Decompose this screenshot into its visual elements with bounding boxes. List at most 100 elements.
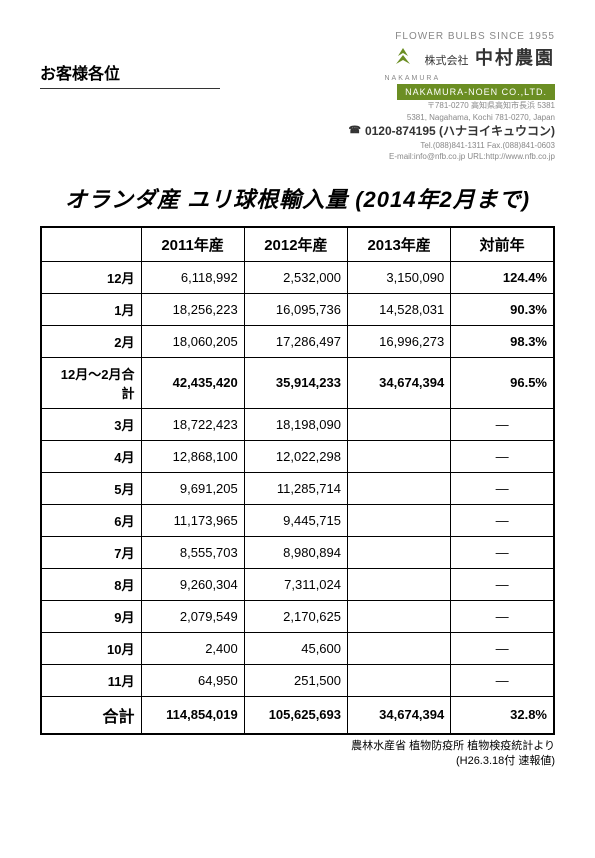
- cell-pct: ―: [451, 536, 554, 568]
- cell-value: 251,500: [244, 664, 347, 696]
- cell-month: 6月: [41, 504, 141, 536]
- cell-value: [348, 536, 451, 568]
- cell-value: 11,173,965: [141, 504, 244, 536]
- address-jp: 〒781-0270 高知県高知市長浜 5381: [348, 100, 555, 111]
- source-note: 農林水産省 植物防疫所 植物検疫統計より (H26.3.18付 速報値): [40, 739, 555, 770]
- header-underline: [40, 88, 220, 89]
- cell-pct: ―: [451, 504, 554, 536]
- cell-value: 16,095,736: [244, 293, 347, 325]
- table-header-row: 2011年産 2012年産 2013年産 対前年: [41, 227, 554, 262]
- cell-value: 64,950: [141, 664, 244, 696]
- col-header-month: [41, 227, 141, 262]
- cell-value: 2,532,000: [244, 261, 347, 293]
- cell-month: 1月: [41, 293, 141, 325]
- cell-month: 10月: [41, 632, 141, 664]
- cell-value: 18,256,223: [141, 293, 244, 325]
- cell-pct: ―: [451, 568, 554, 600]
- company-kk: 株式会社: [424, 55, 468, 67]
- cell-value: 9,691,205: [141, 472, 244, 504]
- cell-pct: ―: [451, 440, 554, 472]
- cell-value: [348, 568, 451, 600]
- cell-value: 7,311,024: [244, 568, 347, 600]
- company-name-row: 株式会社 中村農園: [348, 44, 555, 74]
- cell-month: 9月: [41, 600, 141, 632]
- cell-pct: ―: [451, 408, 554, 440]
- cell-value: 34,674,394: [348, 357, 451, 408]
- table-row: 9月2,079,5492,170,625―: [41, 600, 554, 632]
- table-row: 6月11,173,9659,445,715 ―: [41, 504, 554, 536]
- source-line2: (H26.3.18付 速報値): [40, 754, 555, 769]
- cell-value: 42,435,420: [141, 357, 244, 408]
- cell-value: 2,400: [141, 632, 244, 664]
- freedial-row: ☎ 0120-874195 (ハナヨイキュウコン): [348, 123, 555, 140]
- import-table: 2011年産 2012年産 2013年産 対前年 12月6,118,9922,5…: [40, 226, 555, 735]
- cell-month: 7月: [41, 536, 141, 568]
- page-title: オランダ産 ユリ球根輸入量 (2014年2月まで): [40, 182, 555, 214]
- total-label: 合計: [41, 696, 141, 734]
- table-row: 8月9,260,3047,311,024 ―: [41, 568, 554, 600]
- col-header-2012: 2012年産: [244, 227, 347, 262]
- customer-block: お客様各位: [40, 30, 220, 89]
- cell-month: 8月: [41, 568, 141, 600]
- cell-value: 11,285,714: [244, 472, 347, 504]
- company-tagline: FLOWER BULBS SINCE 1955: [348, 30, 555, 44]
- cell-pct: ―: [451, 472, 554, 504]
- cell-value: 8,555,703: [141, 536, 244, 568]
- cell-value: 9,260,304: [141, 568, 244, 600]
- cell-value: 17,286,497: [244, 325, 347, 357]
- table-row: 3月18,722,42318,198,090 ―: [41, 408, 554, 440]
- table-row: 4月12,868,10012,022,298 ―: [41, 440, 554, 472]
- cell-value: [348, 600, 451, 632]
- cell-value: [348, 472, 451, 504]
- cell-pct: 124.4%: [451, 261, 554, 293]
- table-row: 12月6,118,9922,532,0003,150,090124.4%: [41, 261, 554, 293]
- leaf-logo-icon: [388, 44, 418, 74]
- cell-pct: 90.3%: [451, 293, 554, 325]
- cell-value: 9,445,715: [244, 504, 347, 536]
- cell-pct: ―: [451, 600, 554, 632]
- cell-month: 4月: [41, 440, 141, 472]
- cell-value: 18,722,423: [141, 408, 244, 440]
- email-url: E-mail:info@nfb.co.jp URL:http://www.nfb…: [348, 151, 555, 162]
- total-2011: 114,854,019: [141, 696, 244, 734]
- cell-month: 11月: [41, 664, 141, 696]
- total-2012: 105,625,693: [244, 696, 347, 734]
- col-header-yoy: 対前年: [451, 227, 554, 262]
- col-header-2013: 2013年産: [348, 227, 451, 262]
- table-row: 11月64,950251,500 ―: [41, 664, 554, 696]
- cell-pct: ―: [451, 632, 554, 664]
- table-row: 7月8,555,7038,980,894 ―: [41, 536, 554, 568]
- cell-value: 8,980,894: [244, 536, 347, 568]
- header-row: お客様各位 FLOWER BULBS SINCE 1955 株式会社 中村農園 …: [40, 30, 555, 162]
- cell-month: 12月～2月合計: [41, 357, 141, 408]
- company-name-en: NAKAMURA-NOEN CO.,LTD.: [397, 84, 555, 101]
- cell-month: 3月: [41, 408, 141, 440]
- address-en: 5381, Nagahama, Kochi 781-0270, Japan: [348, 112, 555, 123]
- tel-fax: Tel.(088)841-1311 Fax.(088)841-0603: [348, 140, 555, 151]
- cell-value: [348, 440, 451, 472]
- company-block: FLOWER BULBS SINCE 1955 株式会社 中村農園 NAKAMU…: [348, 30, 555, 162]
- cell-value: 3,150,090: [348, 261, 451, 293]
- table-row: 5月9,691,20511,285,714―: [41, 472, 554, 504]
- cell-value: 12,868,100: [141, 440, 244, 472]
- table-row: 10月2,40045,600―: [41, 632, 554, 664]
- cell-value: 2,170,625: [244, 600, 347, 632]
- phone-icon: ☎: [348, 124, 360, 138]
- table-row: 12月～2月合計42,435,42035,914,23334,674,39496…: [41, 357, 554, 408]
- cell-value: [348, 664, 451, 696]
- cell-value: 18,060,205: [141, 325, 244, 357]
- cell-value: 16,996,273: [348, 325, 451, 357]
- table-total-row: 合計 114,854,019 105,625,693 34,674,394 32…: [41, 696, 554, 734]
- cell-value: 12,022,298: [244, 440, 347, 472]
- source-line1: 農林水産省 植物防疫所 植物検疫統計より: [40, 739, 555, 754]
- cell-pct: 98.3%: [451, 325, 554, 357]
- freedial-number: 0120-874195 (ハナヨイキュウコン): [365, 123, 555, 140]
- cell-month: 2月: [41, 325, 141, 357]
- cell-value: [348, 632, 451, 664]
- cell-month: 12月: [41, 261, 141, 293]
- cell-value: 14,528,031: [348, 293, 451, 325]
- nakamura-small-label: NAKAMURA: [384, 74, 555, 84]
- cell-pct: ―: [451, 664, 554, 696]
- company-name-jp: 中村農園: [475, 48, 555, 68]
- cell-value: 18,198,090: [244, 408, 347, 440]
